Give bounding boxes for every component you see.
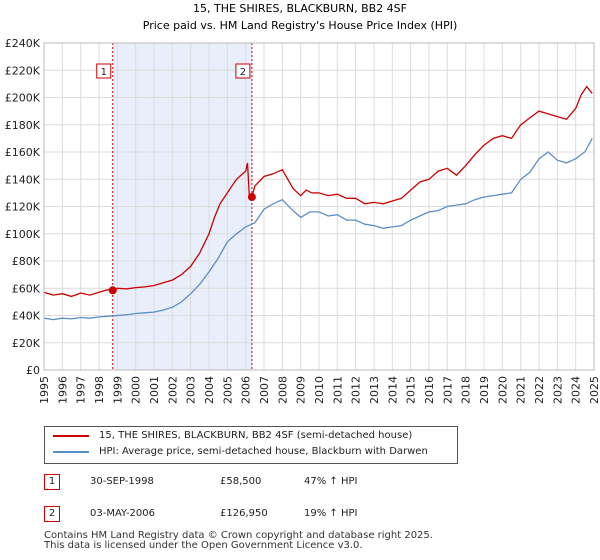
annotation-label-2: 2 <box>240 67 246 78</box>
legend: 15, THE SHIRES, BLACKBURN, BB2 4SF (semi… <box>44 426 458 464</box>
legend-swatch-property <box>53 434 89 437</box>
property-price-line <box>43 85 593 298</box>
x-tick-label: 2005 <box>221 376 234 404</box>
x-tick-label: 2016 <box>423 376 436 404</box>
x-tick-label: 2022 <box>533 376 546 404</box>
x-tick-label: 1996 <box>56 376 69 404</box>
sale-hpi-2: 19% ↑ HPI <box>304 508 358 519</box>
x-tick-label: 2012 <box>350 376 363 404</box>
y-tick-label: £100K <box>5 228 41 241</box>
sale-date-1: 30-SEP-1998 <box>90 476 154 487</box>
sale-hpi-1: 47% ↑ HPI <box>304 476 358 487</box>
y-tick-label: £200K <box>5 92 41 105</box>
x-tick-label: 2010 <box>313 376 326 404</box>
sale-point-1 <box>108 286 117 295</box>
x-tick-label: 2025 <box>588 376 600 404</box>
x-tick-label: 2017 <box>441 376 454 404</box>
x-tick-label: 2023 <box>551 376 564 404</box>
sale-price-2: £126,950 <box>220 508 268 519</box>
sale-price-1: £58,500 <box>220 476 262 487</box>
x-tick-label: 2011 <box>331 376 344 404</box>
x-tick-label: 2015 <box>405 376 418 404</box>
x-tick-label: 2002 <box>166 376 179 404</box>
x-tick-label: 2004 <box>203 376 216 404</box>
y-tick-label: £180K <box>5 119 41 132</box>
footer-line-1: Contains HM Land Registry data © Crown c… <box>44 530 433 541</box>
legend-label-property: 15, THE SHIRES, BLACKBURN, BB2 4SF (semi… <box>99 430 413 441</box>
y-tick-label: £0 <box>26 364 40 377</box>
x-tick-label: 2000 <box>130 376 143 404</box>
annotation-box-1 <box>96 63 112 79</box>
chart-title: 15, THE SHIRES, BLACKBURN, BB2 4SF <box>193 2 407 15</box>
sale-point-2 <box>247 193 256 202</box>
y-tick-label: £160K <box>5 146 41 159</box>
sale-date-2: 03-MAY-2006 <box>90 508 156 519</box>
legend-entry-property: 15, THE SHIRES, BLACKBURN, BB2 4SF (semi… <box>53 430 412 441</box>
chart-subtitle: Price paid vs. HM Land Registry's House … <box>143 19 458 32</box>
x-tick-label: 2007 <box>258 376 271 404</box>
x-tick-label: 1998 <box>93 376 106 404</box>
plot-border <box>43 42 595 371</box>
price-chart: 15, THE SHIRES, BLACKBURN, BB2 4SF Price… <box>5 2 600 404</box>
sale-row-1: 1 30-SEP-1998 £58,500 47% ↑ HPI <box>44 474 600 494</box>
footer-line-2: This data is licensed under the Open Gov… <box>44 540 363 551</box>
x-tick-label: 2019 <box>478 376 491 404</box>
x-tick-label: 2021 <box>515 376 528 404</box>
y-tick-label: £220K <box>5 64 41 77</box>
x-tick-label: 2018 <box>460 376 473 404</box>
legend-entry-hpi: HPI: Average price, semi-detached house,… <box>53 446 428 457</box>
x-tick-label: 2001 <box>148 376 161 404</box>
y-tick-label: £20K <box>12 337 41 350</box>
sale-marker-1: 1 <box>44 474 60 490</box>
x-tick-label: 2013 <box>368 376 381 404</box>
x-tick-label: 2009 <box>295 376 308 404</box>
x-tick-label: 1995 <box>38 376 51 404</box>
y-tick-label: £60K <box>12 282 41 295</box>
sale-row-2: 2 03-MAY-2006 £126,950 19% ↑ HPI <box>44 506 600 526</box>
annotation-box-2 <box>235 63 251 79</box>
x-tick-label: 1999 <box>111 376 124 404</box>
x-tick-label: 2014 <box>386 376 399 404</box>
y-tick-label: £240K <box>5 37 41 50</box>
sale-marker-2: 2 <box>44 506 60 522</box>
x-tick-label: 2008 <box>276 376 289 404</box>
y-tick-label: £140K <box>5 173 41 186</box>
x-tick-label: 1997 <box>75 376 88 404</box>
hpi-line <box>43 138 593 321</box>
legend-swatch-hpi <box>53 450 89 453</box>
y-tick-label: £80K <box>12 255 41 268</box>
x-tick-label: 2006 <box>240 376 253 404</box>
y-tick-label: £40K <box>12 310 41 323</box>
legend-label-hpi: HPI: Average price, semi-detached house,… <box>99 446 428 457</box>
x-tick-label: 2003 <box>185 376 198 404</box>
x-tick-label: 2020 <box>496 376 509 404</box>
footer: Contains HM Land Registry data © Crown c… <box>44 531 433 551</box>
y-tick-label: £120K <box>5 201 41 214</box>
x-tick-label: 2024 <box>570 376 583 404</box>
annotation-label-1: 1 <box>101 67 107 78</box>
